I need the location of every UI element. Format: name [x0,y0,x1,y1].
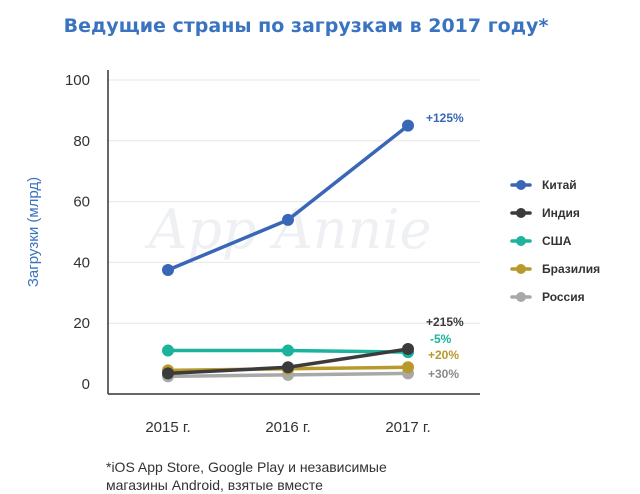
legend-label: Китай [542,178,577,192]
data-point [162,344,174,357]
legend-swatch-dot [516,264,526,274]
x-tick-label: 2015 г. [145,419,190,436]
legend-swatch-dot [516,180,526,190]
legend-item: Бразилия [510,262,600,276]
watermark-text: App Annie [143,198,431,261]
change-label: +125% [426,111,464,125]
legend-item: США [510,234,572,248]
data-point [402,361,414,374]
y-tick-label: 80 [73,133,90,150]
legend-swatch-dot [516,292,526,302]
chart-title: Ведущие страны по загрузкам в 2017 году* [64,15,549,37]
x-tick-label: 2016 г. [265,419,310,436]
change-label: +215% [426,315,464,329]
y-tick-label: 100 [65,72,90,89]
y-tick-label: 0 [82,376,90,393]
y-tick-label: 40 [73,254,90,271]
legend-swatch-dot [516,236,526,246]
footnote: *iOS App Store, Google Play и независимы… [106,458,506,494]
change-label: +20% [428,348,459,362]
legend-item: Россия [510,290,585,304]
data-point [402,343,414,356]
footnote-line-2: магазины Android, взятые вместе [106,477,323,493]
legend-label: Бразилия [542,262,600,276]
change-label: +30% [428,367,459,381]
y-tick-label: 20 [73,315,90,332]
legend-item: Индия [510,206,580,220]
data-point [282,344,294,357]
y-tick-label: 60 [73,194,90,211]
legend-item: Китай [510,178,577,192]
legend-swatch-dot [516,208,526,218]
data-point [402,119,414,132]
legend-label: США [542,234,572,248]
data-point [162,367,174,380]
x-tick-label: 2017 г. [385,419,430,436]
data-point [162,264,174,276]
change-label: -5% [430,332,452,346]
legend-label: Россия [542,290,585,304]
data-point [282,361,294,374]
y-axis-label: Загрузки (млрд) [25,177,42,287]
footnote-line-1: *iOS App Store, Google Play и независимы… [106,459,387,475]
data-point [282,213,294,226]
legend-label: Индия [542,206,580,220]
